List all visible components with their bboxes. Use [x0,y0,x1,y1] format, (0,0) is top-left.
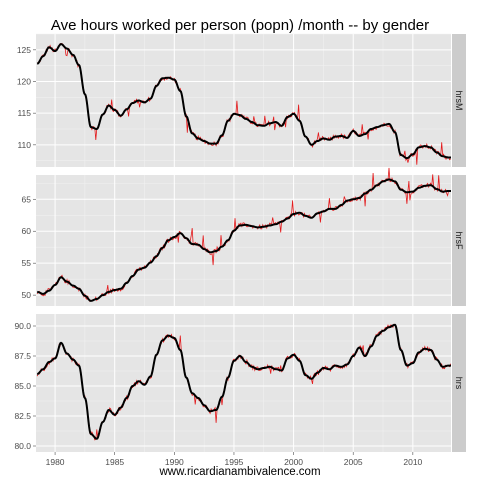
y-tick-label: 80.0 [14,441,31,451]
facet-strip-label: hrsF [454,232,464,251]
facet-strip-label: hrsM [454,91,464,111]
y-tick-label: 82.5 [14,411,31,421]
x-tick-label: 2010 [403,457,422,467]
y-tick-label: 60 [22,226,32,236]
facet-strip [452,175,466,306]
facet-panel-hrs: 80.0 82.5 85.0 87.5 90.0 hrs [14,314,466,452]
y-tick-label: 65 [22,194,32,204]
facet-strip [452,314,466,452]
y-tick-label: 55 [22,258,32,268]
panel-background [36,34,451,167]
y-tick-label: 125 [17,45,31,55]
facet-strip-label: hrs [454,377,464,390]
x-tick-label: 1985 [105,457,124,467]
x-tick-label: 1990 [165,457,184,467]
x-tick-label: 1980 [46,457,65,467]
series-line-smooth [36,43,452,160]
facet-panel-hrsF: 50 55 60 65 hrsF [22,167,466,306]
series-line-smooth [36,178,452,302]
y-tick-label: 115 [17,108,31,118]
facet-panel-hrsM: 110 115 120 125 hrsM [17,33,466,167]
y-tick-label: 87.5 [14,351,31,361]
y-tick-label: 120 [17,77,31,87]
y-tick-label: 110 [17,140,31,150]
x-axis: 1980 1985 1990 1995 2000 2005 2010 [46,452,423,467]
y-tick-label: 90.0 [14,321,31,331]
x-axis-label: www.ricardianambivalence.com [158,466,320,478]
y-tick-label: 85.0 [14,381,31,391]
series-line-smooth [36,323,452,440]
panel-background [36,175,451,306]
y-tick-label: 50 [22,290,32,300]
chart-title: Ave hours worked per person (popn) /mont… [51,17,429,34]
facet-strip [452,34,466,167]
x-tick-label: 2000 [284,457,303,467]
facet-panels: 110 115 120 125 hrsM 50 55 60 65 hrsF 80.0 82.5 85.0… [14,33,466,452]
x-tick-label: 2005 [344,457,363,467]
x-tick-label: 1995 [224,457,243,467]
panel-background [36,314,451,452]
